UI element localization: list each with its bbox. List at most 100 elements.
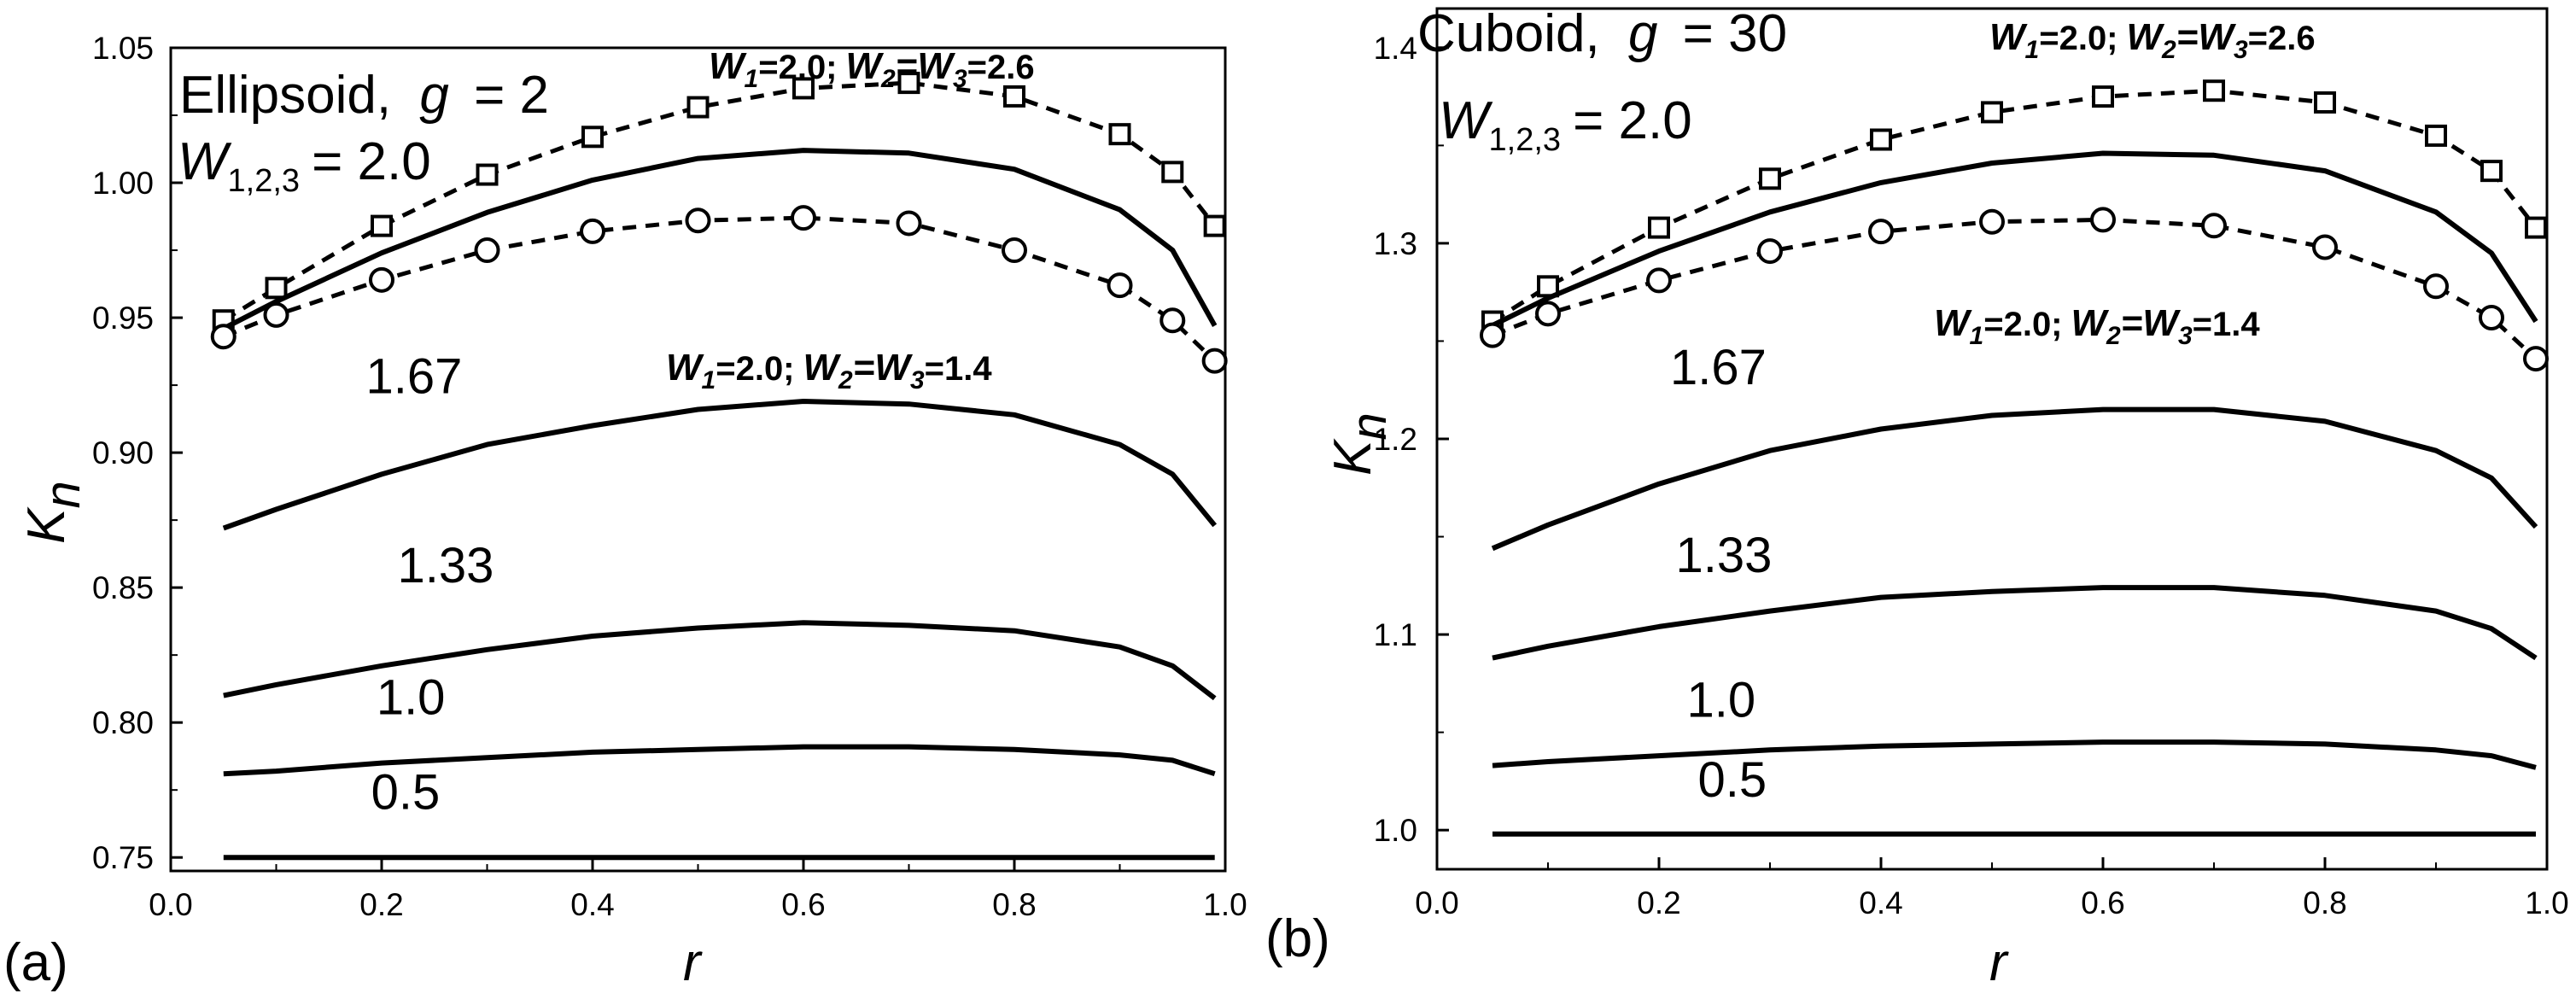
curve-label: 0.5 [1698,752,1767,808]
curve-label: 1.33 [1676,528,1773,583]
y-tick: 0.75 [92,789,183,875]
panel-b-legend-lower-w2: W [2071,302,2110,344]
circle-marker [1480,322,1505,348]
x-tick: 0.2 [1637,857,1771,920]
circle-marker [2479,304,2504,330]
circle-marker [1868,219,1894,245]
panel-a-title-g-value: = 2 [474,66,549,125]
series-line [223,620,1217,701]
square-marker [1203,214,1226,237]
curve-label: 1.0 [1687,672,1756,727]
series-line [1491,150,2538,328]
panel-a-legend-lower-w1: W [666,347,704,389]
series-solid [222,148,1218,331]
series-dashed-square [1481,79,2547,333]
panel-b-curve-labels: 1.67 1.33 1.0 0.5 [1670,340,1772,808]
x-tick-label: 1.0 [2525,885,2568,920]
circle-marker [580,218,605,244]
panel-a-title-g: g [419,66,448,125]
circle-marker [1002,237,1027,264]
panel-a-curve-labels: 1.67 1.33 1.0 0.5 [365,349,494,821]
square-marker [686,96,710,119]
circle-marker [2201,213,2227,239]
x-tick-label: 1.0 [1203,887,1247,922]
panel-a-y-axis-label: Kn [17,481,91,544]
y-tick: 1.05 [92,31,183,66]
square-marker [2203,79,2225,102]
panel-b-legend-lower-v1: =2.0; [1983,306,2062,343]
square-marker [897,72,920,95]
panel-b-legend-upper-v3: =2.6 [2248,20,2316,57]
panel-a-marks [210,72,1228,861]
panel-b-legend-lower: W1=2.0; W2=W3=1.4 [1934,302,2260,350]
series-line [222,148,1218,331]
circle-marker [1159,307,1186,334]
curve-label: 1.67 [365,349,462,405]
circle-marker [369,266,394,293]
panel-b-legend-lower-s1: 1 [1970,322,1984,350]
y-tick-label: 1.00 [92,166,154,201]
panel-a-legend-lower-v3: =1.4 [925,350,993,388]
square-marker [2425,124,2447,147]
square-marker [371,214,393,237]
series-line [1492,585,2538,661]
y-tick: 1.3 [1374,144,1449,261]
x-tick: 0.8 [992,859,1121,922]
y-tick-label: 0.95 [92,301,154,336]
x-tick-label: 0.2 [359,887,403,922]
square-marker [2525,216,2547,239]
panel-b-legend-lower-s3: 3 [2178,322,2193,350]
panel-b-legend-upper-s2: 2 [2161,36,2176,64]
x-tick: 0.4 [1859,857,1993,920]
panel-a-x-axis-label: r [683,933,703,992]
y-tick-label: 1.05 [92,31,154,66]
panel-a-legend-upper-w2: W [846,45,885,87]
panel-a-title: Ellipsoid, g = 2 [179,66,549,125]
x-tick: 0.8 [2303,857,2437,920]
panel-b-title-g-value: = 30 [1683,4,1787,63]
panel-b-y-axis-label: Kn [1323,412,1397,476]
circle-marker [1757,238,1783,265]
square-marker [2480,160,2503,183]
panel-b-title-shape: Cuboid, [1417,4,1600,63]
panel-b-legend-lower-s2: 2 [2106,322,2121,350]
square-marker [2314,91,2336,114]
square-marker [265,277,288,300]
panel-a-legend-upper-s3: 3 [953,65,967,93]
series-dashed-square [212,72,1226,332]
panel-b-title-g: g [1628,4,1657,63]
panel-a: 0.0 0.2 0.4 0.6 0.8 1.0 0.75 0.80 0.85 0.90 0.95 1… [3,31,1247,992]
circle-marker [1646,267,1672,294]
panel-a-w-main: W1,2,3 = 2.0 [178,132,431,199]
y-tick: 1.0 [1374,731,1449,848]
panel-a-y-axis-label-sub: n [35,481,91,508]
panel-a-legend-lower-s3: 3 [910,366,925,394]
x-tick: 0.6 [2081,857,2215,920]
circle-marker [2090,207,2116,233]
series-dashed-circle [210,205,1228,374]
circle-marker [1535,301,1561,327]
panel-a-w-main-sub: 1,2,3 [228,163,301,199]
panel-b-legend-upper-w2: W [2127,16,2165,58]
series-solid [1491,150,2538,328]
panel-a-legend-lower: W1=2.0; W2=W3=1.4 [666,347,992,394]
panel-b-x-ticks: 0.0 0.2 0.4 0.6 0.8 1.0 [1415,857,2569,920]
square-marker [1003,85,1025,108]
circle-marker [685,207,711,234]
panel-a-legend-upper-w1: W [709,45,747,87]
panel-a-legend-upper-s1: 1 [745,65,759,93]
y-tick-label: 1.1 [1374,617,1417,652]
panel-a-title-shape: Ellipsoid, [179,66,391,125]
y-tick: 0.95 [92,249,183,336]
panel-b-label: (b) [1265,909,1330,968]
panel-b-legend-lower-eq: =W [2121,302,2182,344]
series-solid [223,744,1216,777]
series-solid [1492,739,2537,770]
curve-label: 0.5 [371,764,441,820]
series-line [1492,739,2537,770]
series-dashed-circle [1480,207,2549,372]
square-marker [2092,85,2114,108]
y-tick: 1.2 [1374,340,1449,457]
y-tick-label: 1.4 [1374,31,1417,66]
series-solid [223,620,1217,701]
